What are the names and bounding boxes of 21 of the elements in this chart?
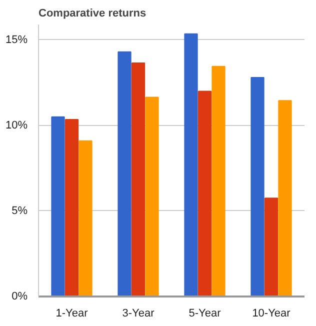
y-tick-label: 5% [12,204,28,217]
y-tick-label: 10% [5,119,28,132]
bar [278,100,292,296]
bar [184,33,198,296]
chart-title: Comparative returns [38,8,146,20]
bar [145,96,159,296]
y-tick-label: 0% [12,290,28,302]
bar [78,140,92,296]
y-tick-label: 15% [5,34,28,46]
x-tick-label: 10-Year [252,308,291,320]
bar [51,116,65,296]
bar [118,51,132,296]
bar [131,62,146,296]
bar [64,118,79,296]
bar [198,90,212,296]
x-tick-label: 3-Year [122,308,155,320]
bar [250,77,264,296]
bar [264,198,278,296]
x-tick-label: 5-Year [188,308,222,320]
bar [212,66,226,296]
x-tick-label: 1-Year [56,308,88,320]
